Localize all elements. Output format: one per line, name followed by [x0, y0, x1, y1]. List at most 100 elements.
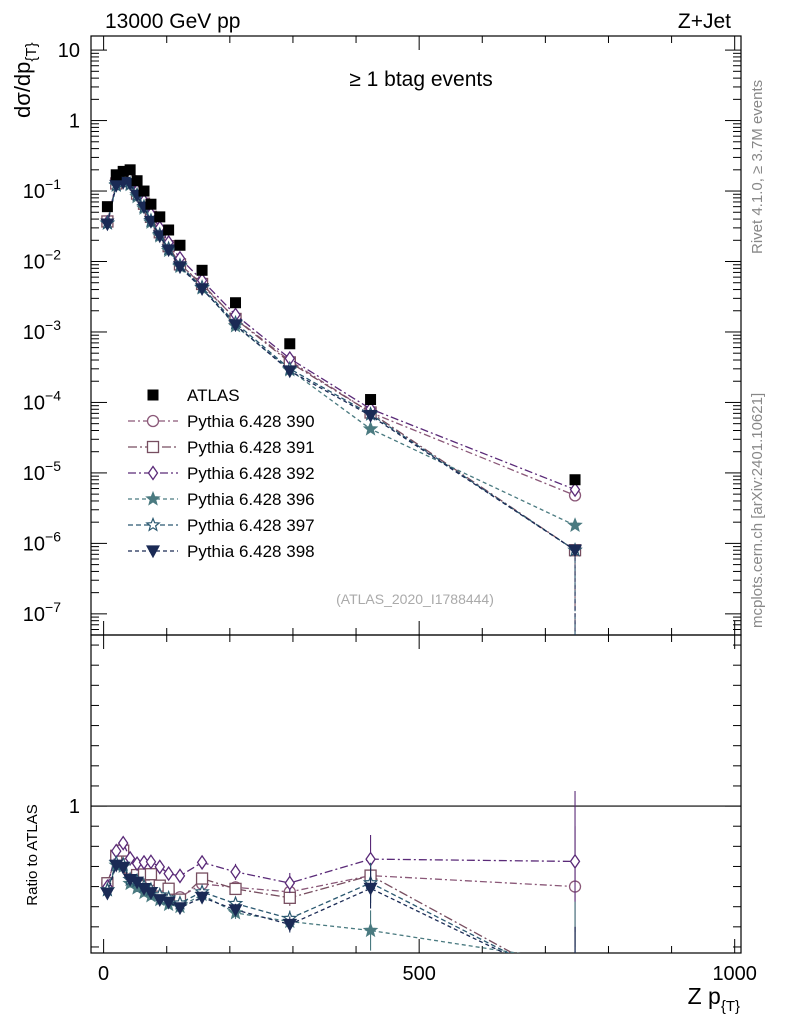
- atlas-point: [569, 474, 581, 486]
- ratio-point: [362, 922, 379, 938]
- series-point: [228, 319, 243, 333]
- ratio-point: [143, 887, 158, 901]
- ratio-point: [195, 872, 209, 885]
- ratio-point: [117, 835, 129, 851]
- series-line: [106, 178, 576, 496]
- chart-title: ≥ 1 btag events: [349, 68, 492, 91]
- legend-entry-3: Pythia 6.428 396: [128, 490, 315, 509]
- y-tick-label-exp: −4: [45, 387, 61, 403]
- header-left: 13000 GeV pp: [105, 10, 240, 33]
- series-point: [568, 544, 583, 558]
- legend: ATLAS Pythia 6.428 390 Pythia 6.428 391 Pyt…: [128, 386, 315, 561]
- atlas-point: [284, 338, 296, 350]
- legend-entry-1: Pythia 6.428 391: [128, 438, 315, 457]
- atlas-point: [230, 297, 242, 309]
- x-tick-label: 500: [402, 963, 435, 985]
- ratio-point: [569, 853, 581, 870]
- legend-entry-4: Pythia 6.428 397: [128, 516, 315, 535]
- y-axis-label-main: dσ/dp: [10, 62, 35, 118]
- legend-label: Pythia 6.428 392: [187, 464, 315, 483]
- x-tick-label: 0: [98, 963, 109, 985]
- ratio-point: [570, 982, 581, 993]
- series-point: [109, 179, 124, 193]
- legend-label: Pythia 6.428 398: [187, 542, 315, 561]
- ratio-point: [196, 854, 208, 871]
- legend-marker: [147, 389, 159, 401]
- y-tick-label-exp: −6: [45, 528, 61, 544]
- series-point: [195, 283, 210, 297]
- legend-label: Pythia 6.428 391: [187, 438, 315, 457]
- series-point: [161, 244, 176, 258]
- series-line: [106, 176, 576, 491]
- atlas-point: [154, 211, 166, 223]
- series-point: [152, 230, 167, 244]
- legend-entry-0: Pythia 6.428 390: [128, 412, 315, 431]
- ratio-point: [130, 876, 145, 890]
- y-tick-label-exp: −7: [45, 599, 61, 615]
- side-text-bottom: mcplots.cern.ch [arXiv:2401.10621]: [749, 393, 766, 628]
- series-2-ratio: [102, 790, 581, 932]
- legend-label: ATLAS: [187, 386, 240, 405]
- ratio-frame: [90, 634, 742, 954]
- atlas-data: [101, 164, 581, 486]
- ratio-point: [229, 882, 242, 896]
- y-axis-label-sub: {T}: [23, 42, 40, 61]
- atlas-point: [131, 175, 143, 187]
- series-point: [363, 410, 378, 423]
- x-tick-label: 1000: [712, 963, 757, 985]
- atlas-point: [117, 165, 129, 177]
- ratio-tick-label: 1: [69, 796, 80, 818]
- series-line: [106, 181, 576, 551]
- legend-label: Pythia 6.428 397: [187, 516, 315, 535]
- legend-marker: [146, 440, 160, 454]
- ratio-point: [283, 891, 296, 904]
- y-tick-label-base: 10: [23, 463, 45, 485]
- ratio-point: [284, 875, 296, 891]
- y-tick-label-base: 10: [23, 181, 45, 203]
- header-right: Z+Jet: [678, 10, 731, 33]
- ratio-line: [106, 849, 514, 953]
- series-point: [567, 517, 583, 533]
- atlas-point: [138, 185, 150, 197]
- ratio-point: [569, 956, 581, 968]
- series-5-ratio: [100, 859, 581, 993]
- ratio-point: [144, 868, 158, 881]
- y-tick-label-base: 10: [58, 40, 80, 62]
- atlas-point: [145, 198, 157, 210]
- ratio-point: [569, 982, 581, 993]
- atlas-point: [174, 239, 186, 251]
- ratio-point: [154, 859, 166, 875]
- series-point: [569, 481, 581, 498]
- series-1-main: [101, 172, 582, 635]
- ratio-point: [124, 850, 136, 867]
- analysis-tag: (ATLAS_2020_I1788444): [336, 591, 494, 607]
- legend-entry-2: Pythia 6.428 392: [128, 464, 315, 483]
- series-5-main: [100, 176, 583, 635]
- atlas-point: [110, 169, 122, 181]
- ratio-point: [163, 866, 174, 882]
- y-tick-label-exp: −3: [45, 317, 61, 333]
- atlas-point: [101, 201, 113, 213]
- ratio-point: [228, 904, 243, 918]
- ratio-point: [230, 864, 241, 880]
- atlas-point: [124, 164, 136, 176]
- ratio-line: [106, 841, 576, 887]
- y-tick-label-exp: −5: [45, 458, 61, 474]
- ratio-point: [282, 918, 297, 932]
- x-axis-label: Z p{T}: [688, 983, 740, 1015]
- ratio-axis-label: Ratio to ATLAS: [24, 804, 41, 905]
- ratio-point: [161, 896, 176, 910]
- atlas-point: [163, 224, 175, 236]
- ratio-point: [363, 882, 378, 896]
- y-tick-label-base: 10: [23, 322, 45, 344]
- legend-entry-5: Pythia 6.428 398: [128, 542, 315, 561]
- y-tick-label-exp: −2: [45, 247, 61, 263]
- legend-marker: [147, 465, 159, 481]
- ratio-point: [100, 887, 115, 901]
- y-tick-label-exp: −1: [45, 176, 61, 192]
- ratio-point: [569, 981, 581, 993]
- y-tick-label-base: 10: [23, 533, 45, 555]
- series-line: [106, 181, 576, 526]
